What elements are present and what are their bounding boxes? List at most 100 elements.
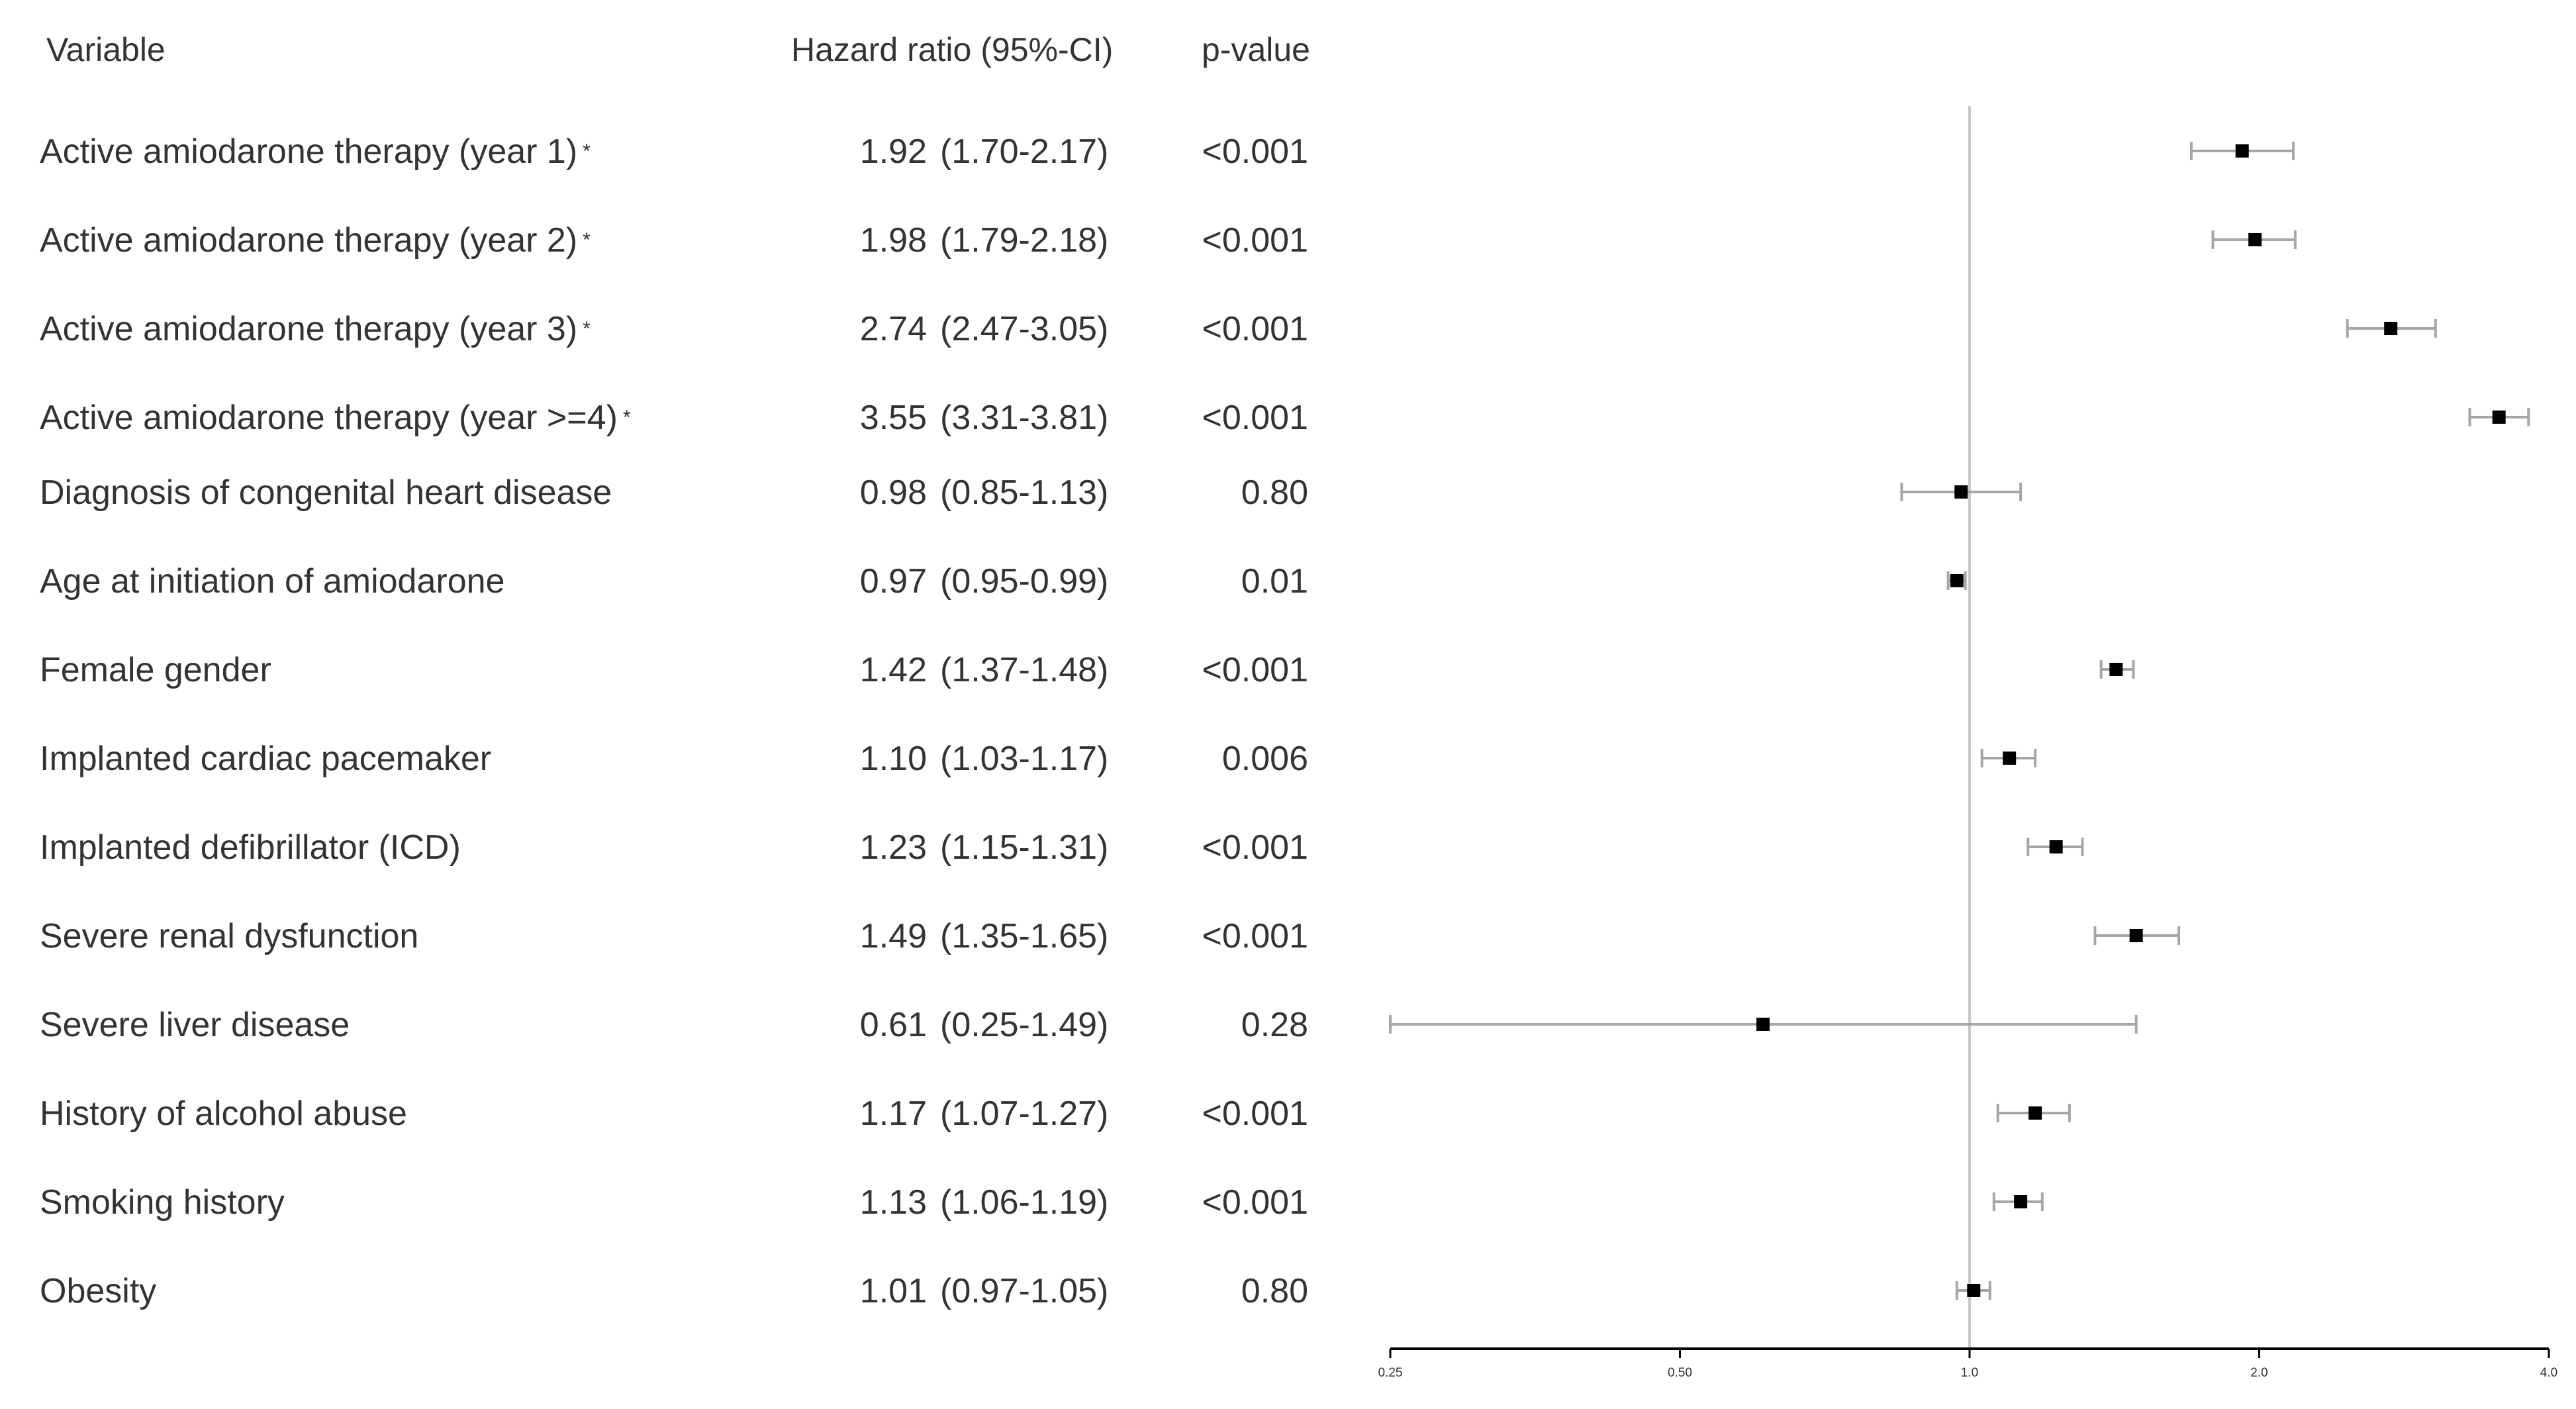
- hazard-ratio-marker: [2235, 144, 2249, 158]
- table-row: Obesity 1.01 (0.97-1.05) 0.80: [40, 1272, 1308, 1310]
- row-label: Age at initiation of amiodarone: [40, 562, 504, 601]
- x-axis-tick-label: 4.0: [2540, 1366, 2557, 1380]
- plot-area: 0.25 0.50 1.0 2.0 4.0: [1378, 106, 2557, 1380]
- row-label: Active amiodarone therapy (year >=4) *: [40, 399, 631, 437]
- header-variable: Variable: [46, 31, 166, 68]
- forest-row-mark: [2346, 319, 2437, 338]
- row-label: Active amiodarone therapy (year 3) *: [40, 310, 591, 348]
- p-value: <0.001: [1202, 917, 1309, 955]
- row-label: Severe renal dysfunction: [40, 917, 418, 955]
- row-label: Active amiodarone therapy (year 2) *: [40, 221, 591, 260]
- p-value: <0.001: [1202, 651, 1309, 689]
- hazard-ratio-value: 1.23: [860, 828, 927, 867]
- p-value: <0.001: [1202, 221, 1309, 260]
- table-row: Active amiodarone therapy (year 2) * 1.98 (…: [40, 221, 1308, 260]
- hazard-ratio-marker: [2129, 929, 2143, 942]
- hazard-ratio-marker: [2109, 663, 2123, 676]
- hazard-ratio-marker: [2028, 1106, 2042, 1120]
- hazard-ratio-value: 2.74: [860, 310, 927, 348]
- p-value: <0.001: [1202, 399, 1309, 437]
- hazard-ratio-marker: [1950, 574, 1964, 587]
- hazard-ratio-marker: [2248, 233, 2262, 246]
- footnote-marker: *: [583, 318, 591, 340]
- x-axis-tick-label: 1.0: [1961, 1366, 1978, 1380]
- table-row: Age at initiation of amiodarone 0.97 (0.95…: [40, 562, 1308, 601]
- hazard-ratio-marker: [1967, 1284, 1981, 1297]
- table-rows: Active amiodarone therapy (year 1) * 1.92 (…: [40, 132, 1308, 1310]
- hazard-ratio-value: 1.10: [860, 740, 927, 778]
- p-value: <0.001: [1202, 1183, 1309, 1222]
- row-label: Obesity: [40, 1272, 156, 1310]
- forest-row-mark: [1980, 749, 2037, 767]
- row-label: Active amiodarone therapy (year 1) *: [40, 132, 591, 171]
- footnote-marker: *: [583, 140, 591, 162]
- p-value: <0.001: [1202, 1094, 1309, 1133]
- forest-row-mark: [2093, 926, 2181, 945]
- forest-row-mark: [2027, 838, 2084, 856]
- hazard-ratio-marker: [2492, 411, 2506, 424]
- p-value: <0.001: [1202, 828, 1309, 867]
- forest-row-mark: [1389, 1015, 2138, 1034]
- confidence-interval-value: (1.15-1.31): [940, 828, 1108, 867]
- header-p-value: p-value: [1202, 31, 1310, 68]
- forest-row-mark: [1900, 483, 2023, 501]
- confidence-interval-value: (0.97-1.05): [940, 1272, 1108, 1310]
- confidence-interval-value: (0.95-0.99): [940, 562, 1108, 601]
- confidence-interval-value: (0.25-1.49): [940, 1006, 1108, 1044]
- p-value: 0.80: [1241, 473, 1308, 512]
- table-row: Active amiodarone therapy (year 3) * 2.74 (…: [40, 310, 1308, 348]
- hazard-ratio-marker: [2003, 752, 2017, 765]
- row-label: Female gender: [40, 651, 271, 689]
- row-label: Smoking history: [40, 1183, 285, 1222]
- hazard-ratio-value: 1.13: [860, 1183, 927, 1222]
- header-hazard-ratio: Hazard ratio (95%-CI): [791, 31, 1113, 68]
- row-label: Implanted cardiac pacemaker: [40, 740, 491, 778]
- p-value: 0.006: [1222, 740, 1308, 778]
- row-label: Implanted defibrillator (ICD): [40, 828, 461, 867]
- table-row: Active amiodarone therapy (year 1) * 1.92 (…: [40, 132, 1308, 171]
- table-row: Diagnosis of congenital heart disease 0.9…: [40, 473, 1308, 512]
- footnote-marker: *: [623, 407, 631, 428]
- hazard-ratio-value: 1.01: [860, 1272, 927, 1310]
- p-value: <0.001: [1202, 310, 1309, 348]
- forest-row-mark: [2468, 408, 2530, 426]
- confidence-interval-value: (1.35-1.65): [940, 917, 1108, 955]
- hazard-ratio-marker: [1756, 1018, 1770, 1031]
- forest-row-mark: [2099, 660, 2135, 679]
- confidence-interval-value: (0.85-1.13): [940, 473, 1108, 512]
- hazard-ratio-value: 0.97: [860, 562, 927, 601]
- hazard-ratio-marker: [2049, 840, 2063, 853]
- x-axis-tick-label: 0.25: [1378, 1366, 1403, 1380]
- forest-row-mark: [1946, 571, 1967, 590]
- p-value: 0.80: [1241, 1272, 1308, 1310]
- p-value: 0.28: [1241, 1006, 1308, 1044]
- forest-row-mark: [1996, 1104, 2071, 1122]
- p-value: <0.001: [1202, 132, 1309, 171]
- table-row: Smoking history 1.13 (1.06-1.19) <0.001: [40, 1183, 1308, 1222]
- table-row: Severe liver disease 0.61 (0.25-1.49) 0.28: [40, 1006, 1308, 1044]
- row-label: Severe liver disease: [40, 1006, 350, 1044]
- table-row: Active amiodarone therapy (year >=4) * 3.5…: [40, 399, 1308, 437]
- confidence-interval-value: (1.79-2.18): [940, 221, 1108, 260]
- row-label: History of alcohol abuse: [40, 1094, 407, 1133]
- confidence-interval-value: (1.37-1.48): [940, 651, 1108, 689]
- row-label: Diagnosis of congenital heart disease: [40, 473, 612, 512]
- forest-row-mark: [1955, 1281, 1991, 1300]
- hazard-ratio-value: 0.98: [860, 473, 927, 512]
- hazard-ratio-value: 1.17: [860, 1094, 927, 1133]
- confidence-interval-value: (2.47-3.05): [940, 310, 1108, 348]
- hazard-ratio-value: 1.49: [860, 917, 927, 955]
- confidence-interval-value: (3.31-3.81): [940, 399, 1108, 437]
- hazard-ratio-value: 3.55: [860, 399, 927, 437]
- forest-row-mark: [2189, 142, 2295, 160]
- hazard-ratio-marker: [2384, 322, 2398, 335]
- table-row: History of alcohol abuse 1.17 (1.07-1.27) <…: [40, 1094, 1308, 1133]
- confidence-interval-value: (1.07-1.27): [940, 1094, 1108, 1133]
- confidence-interval-value: (1.70-2.17): [940, 132, 1108, 171]
- x-axis-tick-label: 2.0: [2250, 1366, 2267, 1380]
- confidence-interval-value: (1.03-1.17): [940, 740, 1108, 778]
- p-value: 0.01: [1241, 562, 1308, 601]
- footnote-marker: *: [583, 229, 591, 251]
- table-row: Female gender 1.42 (1.37-1.48) <0.001: [40, 651, 1308, 689]
